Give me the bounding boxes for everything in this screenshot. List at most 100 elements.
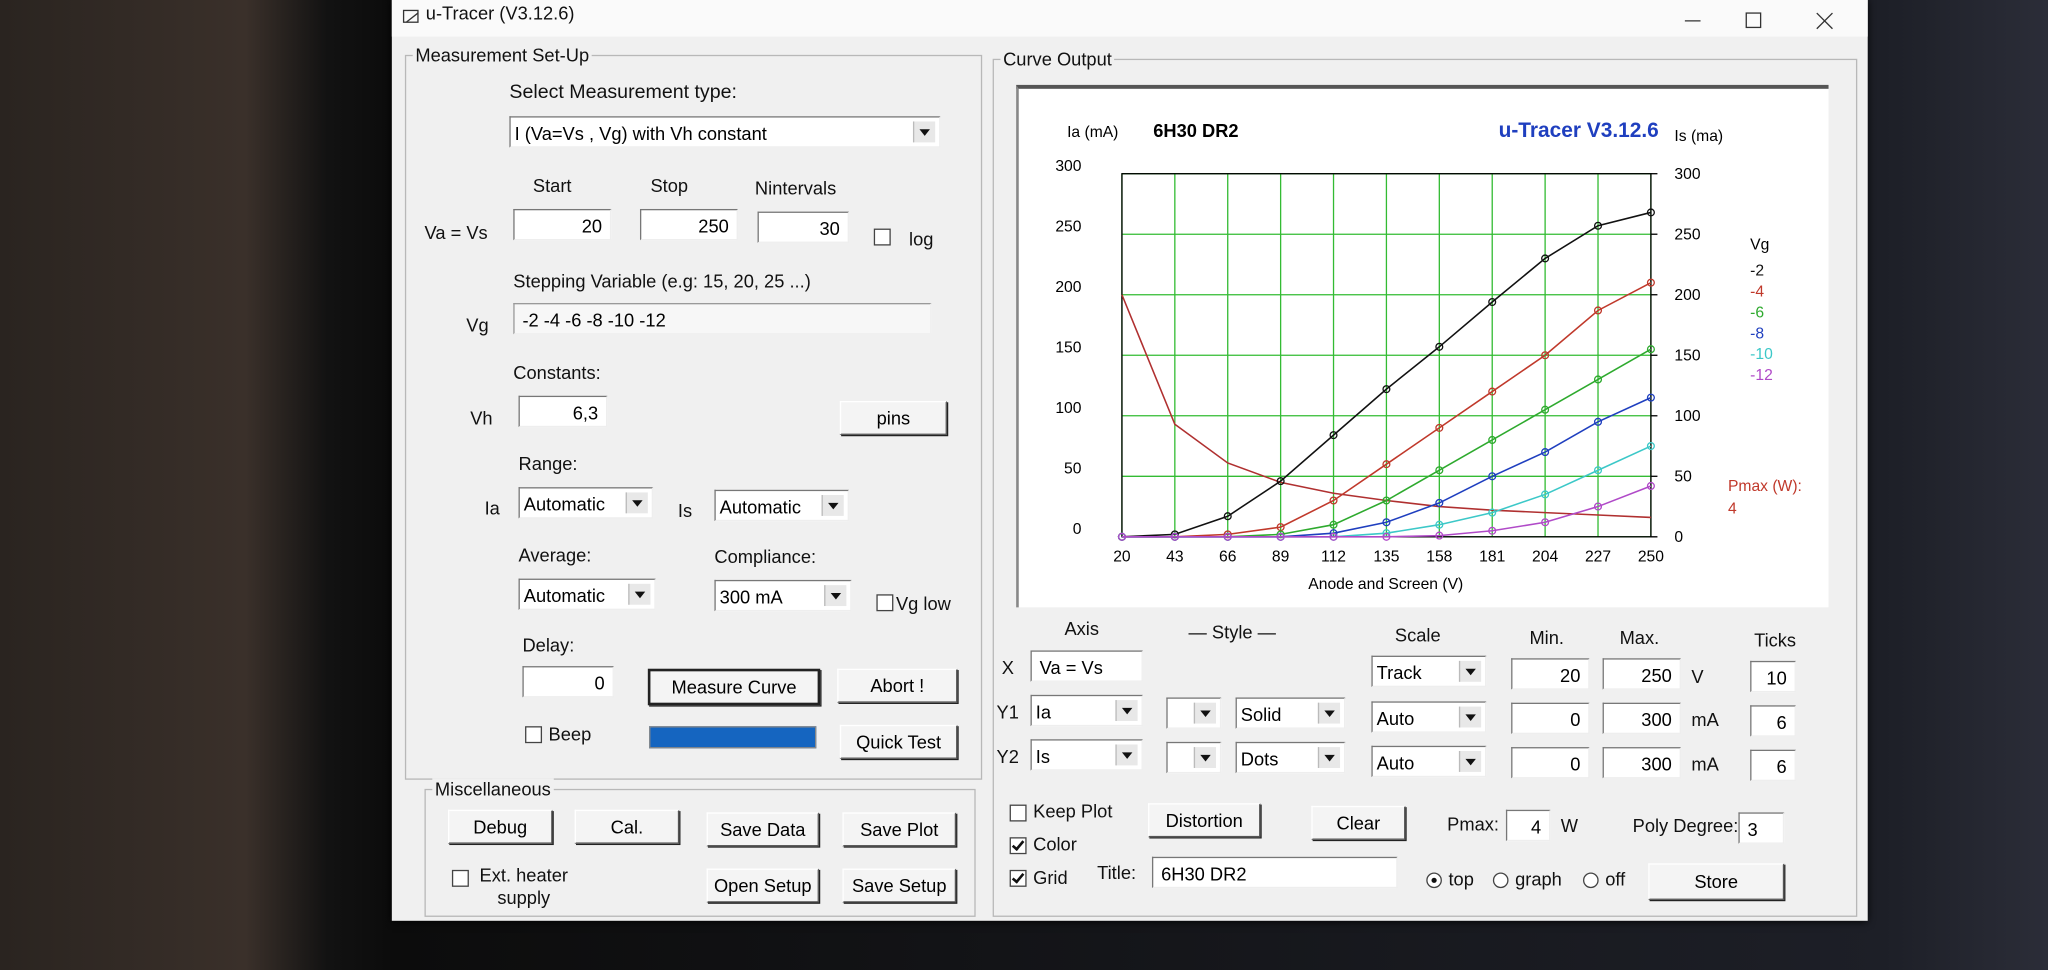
- is-range[interactable]: Automatic: [714, 489, 849, 522]
- compliance[interactable]: 300 mA: [714, 579, 852, 612]
- vg-input[interactable]: -2 -4 -6 -8 -10 -12: [513, 303, 932, 335]
- radio-top[interactable]: [1426, 872, 1442, 889]
- label: Constants:: [513, 361, 601, 383]
- x-tick-label: 66: [1219, 549, 1237, 566]
- pmax-label: Pmax (W):: [1728, 478, 1802, 495]
- color-checkbox[interactable]: [1009, 837, 1027, 855]
- quick-test-button[interactable]: Quick Test: [839, 724, 958, 759]
- y-tick-label: 300: [1055, 158, 1081, 175]
- save-setup-button[interactable]: Save Setup: [842, 868, 957, 903]
- group-label: Miscellaneous: [432, 778, 554, 800]
- axis-var[interactable]: Is: [1030, 739, 1143, 771]
- marker-style[interactable]: [1166, 741, 1222, 774]
- poly-input[interactable]: 3: [1738, 812, 1785, 844]
- delay-input[interactable]: 0: [522, 666, 614, 698]
- measure-button[interactable]: Measure Curve: [647, 668, 821, 706]
- point: [1541, 518, 1550, 527]
- label: Average:: [518, 544, 592, 566]
- max-input[interactable]: 300: [1602, 702, 1681, 735]
- stop-input[interactable]: 250: [639, 208, 738, 241]
- pmax-value: 4: [1728, 500, 1737, 517]
- axis-var[interactable]: Va = Vs: [1030, 650, 1143, 682]
- marker-style[interactable]: [1166, 697, 1222, 729]
- header: Min.: [1529, 626, 1564, 648]
- scale[interactable]: Track: [1371, 655, 1487, 688]
- radio-off[interactable]: [1582, 872, 1599, 889]
- axis-var[interactable]: Ia: [1030, 694, 1143, 727]
- x-tick-label: 20: [1113, 549, 1131, 566]
- unit: mA: [1691, 709, 1719, 731]
- start-input[interactable]: 20: [513, 208, 612, 241]
- keep-plot-checkbox[interactable]: [1009, 804, 1027, 822]
- point: [1646, 393, 1655, 402]
- x-tick-label: 89: [1272, 549, 1289, 566]
- clear-button[interactable]: Clear: [1311, 805, 1406, 840]
- ia-range[interactable]: Automatic: [518, 487, 654, 519]
- header: Ticks: [1754, 629, 1797, 651]
- max-input[interactable]: 250: [1602, 658, 1681, 690]
- x-tick-label: 112: [1321, 549, 1346, 566]
- misc-group: [424, 788, 976, 917]
- x-tick-label: 204: [1532, 549, 1558, 566]
- point: [1593, 221, 1603, 230]
- min-input[interactable]: 0: [1511, 747, 1590, 779]
- measurement-type[interactable]: I (Va=Vs , Vg) with Vh constant: [509, 116, 941, 148]
- setup-group: [404, 54, 983, 780]
- ext-heater-checkbox[interactable]: [451, 869, 469, 887]
- distortion-button[interactable]: Distortion: [1148, 803, 1261, 838]
- point: [1541, 405, 1550, 414]
- title-input[interactable]: 6H30 DR2: [1151, 856, 1398, 889]
- label: Vg: [466, 314, 489, 336]
- point: [1329, 532, 1338, 541]
- label: Keep Plot: [1033, 800, 1113, 822]
- point: [1593, 466, 1603, 475]
- radio-graph[interactable]: [1492, 872, 1509, 889]
- label: Select Measurement type:: [509, 80, 737, 104]
- point: [1329, 431, 1338, 440]
- point: [1223, 532, 1232, 541]
- save-data-button[interactable]: Save Data: [706, 812, 819, 847]
- nintervals-input[interactable]: 30: [757, 211, 849, 243]
- beep-checkbox[interactable]: [525, 726, 543, 744]
- average[interactable]: Automatic: [518, 578, 656, 610]
- point: [1541, 490, 1550, 499]
- y2-tick-label: 150: [1674, 347, 1700, 364]
- ticks-input[interactable]: 6: [1750, 705, 1796, 737]
- line-style[interactable]: Dots: [1235, 741, 1346, 774]
- vh-input[interactable]: 6,3: [518, 395, 608, 428]
- log-checkbox[interactable]: [873, 228, 891, 246]
- label: log: [909, 228, 934, 250]
- unit: mA: [1691, 753, 1719, 775]
- vg-low-checkbox[interactable]: [876, 594, 894, 612]
- ticks-input[interactable]: 10: [1750, 660, 1796, 693]
- open-setup-button[interactable]: Open Setup: [706, 868, 819, 903]
- y-axis-label: Ia (mA): [1067, 124, 1118, 141]
- label: Start: [532, 175, 572, 196]
- scale[interactable]: Auto: [1371, 745, 1487, 778]
- min-input[interactable]: 0: [1511, 702, 1590, 735]
- y2-axis-label: Is (ma): [1674, 128, 1723, 145]
- save-plot-button[interactable]: Save Plot: [842, 812, 957, 847]
- pmax-input[interactable]: 4: [1505, 809, 1551, 842]
- series-line: [1121, 485, 1652, 538]
- line-style[interactable]: Solid: [1235, 697, 1346, 729]
- header: Scale: [1394, 624, 1441, 646]
- scale[interactable]: Auto: [1371, 701, 1487, 733]
- abort-button[interactable]: Abort !: [837, 668, 958, 703]
- cal-button[interactable]: Cal.: [574, 809, 680, 844]
- store-button[interactable]: Store: [1648, 863, 1785, 900]
- ticks-input[interactable]: 6: [1750, 749, 1796, 782]
- header: Max.: [1619, 626, 1660, 648]
- y2-tick-label: 250: [1674, 226, 1700, 243]
- min-input[interactable]: 20: [1511, 658, 1590, 690]
- group-label: Curve Output: [1000, 48, 1115, 70]
- debug-button[interactable]: Debug: [447, 809, 553, 844]
- window-controls[interactable]: [1678, 8, 1848, 34]
- max-input[interactable]: 300: [1602, 747, 1681, 779]
- y-tick-label: 250: [1055, 219, 1081, 236]
- point: [1488, 472, 1497, 481]
- point: [1435, 423, 1444, 432]
- pins-button[interactable]: pins: [839, 400, 947, 435]
- grid-checkbox[interactable]: [1009, 869, 1027, 887]
